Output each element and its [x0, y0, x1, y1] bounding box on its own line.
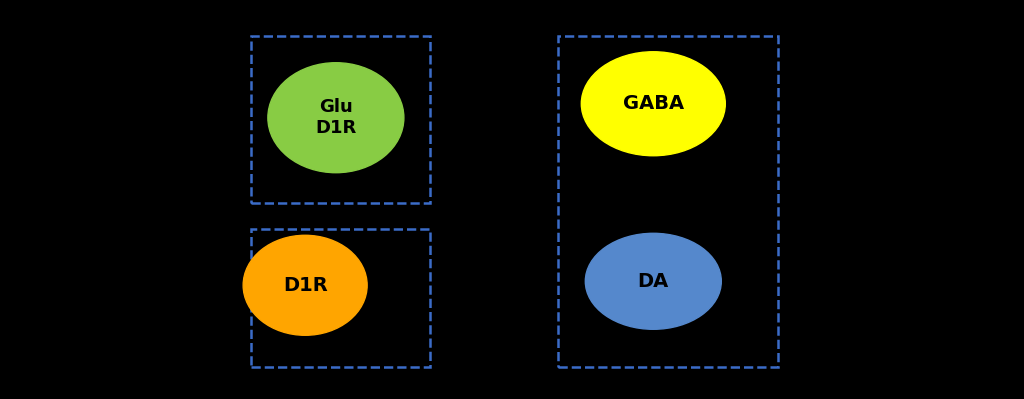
Bar	[558, 36, 778, 367]
Text: GABA: GABA	[623, 94, 684, 113]
Ellipse shape	[582, 52, 725, 156]
Ellipse shape	[586, 233, 721, 329]
Text: Glu
D1R: Glu D1R	[315, 98, 356, 137]
Text: DA: DA	[638, 272, 669, 291]
Text: D1R: D1R	[283, 276, 328, 295]
Bar	[251, 36, 430, 203]
Bar	[251, 229, 430, 367]
Ellipse shape	[268, 63, 403, 173]
Ellipse shape	[243, 235, 368, 335]
